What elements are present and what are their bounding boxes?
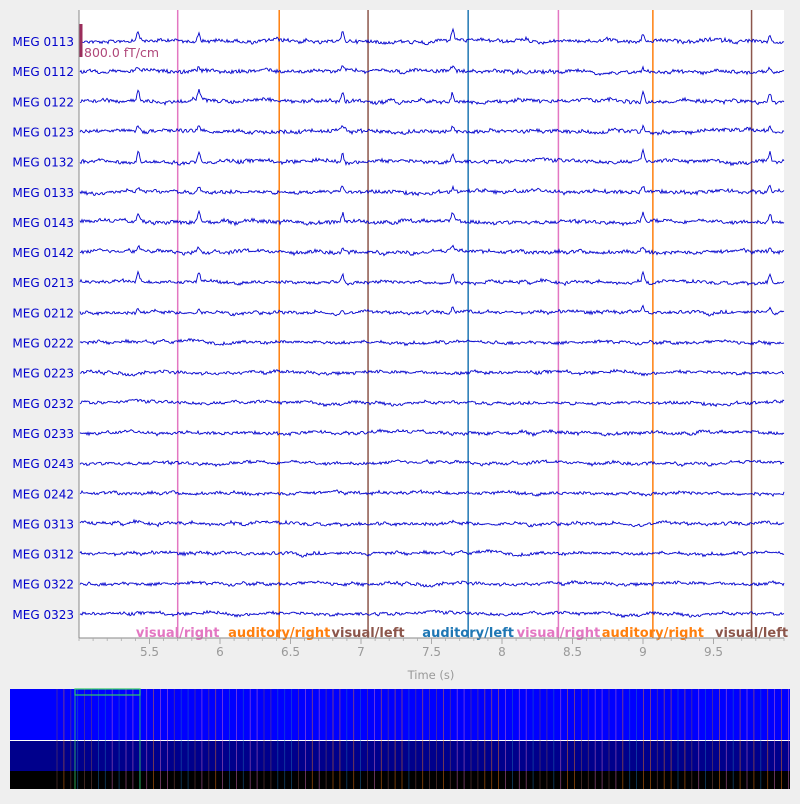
channel-trace (79, 459, 785, 468)
channel-trace (79, 184, 785, 197)
x-tick-label: 7 (357, 645, 365, 659)
channel-name: MEG 0133 (12, 186, 74, 200)
channel-trace (79, 124, 785, 136)
channel-trace (79, 428, 785, 438)
channel-trace (79, 337, 785, 347)
channel-name: MEG 0322 (12, 578, 74, 592)
x-axis-label: Time (s) (407, 668, 455, 682)
channel-trace (79, 579, 785, 588)
channel-name: MEG 0122 (12, 95, 74, 109)
channel-name: MEG 0213 (12, 276, 74, 290)
channel-trace (79, 548, 785, 558)
channel-trace (79, 209, 785, 227)
channel-trace (79, 270, 785, 287)
channel-name: MEG 0113 (12, 35, 74, 49)
event-label: visual/left (332, 626, 405, 641)
event-label: visual/left (715, 626, 788, 641)
scalebar-label: 800.0 fT/cm (84, 45, 159, 60)
x-tick-label: 8.5 (563, 645, 582, 659)
event-label: auditory/left (422, 626, 514, 641)
channel-name: MEG 0312 (12, 548, 74, 562)
channel-trace (79, 489, 785, 497)
channel-trace (79, 88, 785, 106)
overview-bar-middle[interactable] (10, 741, 790, 771)
x-tick-label: 5.5 (140, 645, 159, 659)
x-tick-label: 9.5 (704, 645, 723, 659)
channel-name: MEG 0143 (12, 216, 74, 230)
channel-name: MEG 0243 (12, 457, 74, 471)
event-label: auditory/right (602, 626, 704, 641)
channel-trace (79, 518, 785, 528)
overview-bar-bottom[interactable] (10, 771, 790, 789)
channel-name: MEG 0222 (12, 337, 74, 351)
channel-name: MEG 0123 (12, 125, 74, 139)
channel-name: MEG 0212 (12, 306, 74, 320)
channel-trace (79, 244, 785, 257)
channel-name: MEG 0313 (12, 517, 74, 531)
channel-name: MEG 0242 (12, 487, 74, 501)
channel-name: MEG 0132 (12, 156, 74, 170)
channel-name: MEG 0112 (12, 65, 74, 79)
channel-trace (79, 65, 784, 76)
channel-name: MEG 0233 (12, 427, 74, 441)
channel-name: MEG 0142 (12, 246, 74, 260)
channel-name: MEG 0323 (12, 608, 74, 622)
overview-bar-top[interactable] (10, 689, 790, 740)
channel-trace (79, 368, 785, 377)
event-label: auditory/right (228, 626, 330, 641)
channel-trace (79, 609, 785, 619)
event-label: visual/right (136, 626, 220, 641)
channel-name: MEG 0223 (12, 367, 74, 381)
plot-background (79, 10, 784, 638)
x-tick-label: 6 (216, 645, 224, 659)
x-tick-label: 7.5 (422, 645, 441, 659)
x-tick-label: 6.5 (281, 645, 300, 659)
event-label: visual/right (517, 626, 601, 641)
channel-trace (79, 398, 785, 408)
channel-trace (79, 147, 785, 167)
x-tick-label: 9 (639, 645, 647, 659)
channel-trace (79, 27, 785, 46)
x-tick-label: 8 (498, 645, 506, 659)
channel-name: MEG 0232 (12, 397, 74, 411)
channel-trace (79, 304, 785, 317)
